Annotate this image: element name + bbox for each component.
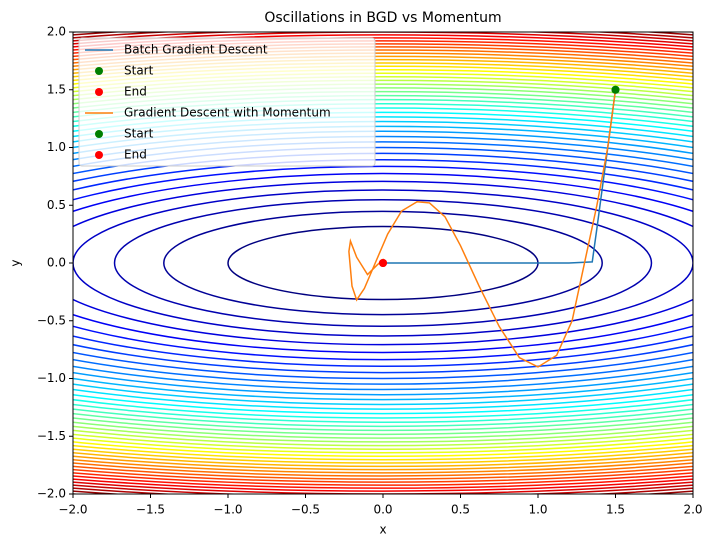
contour-line [73,172,693,354]
contour-line [73,65,693,461]
y-tick-label: 0.0 [47,256,66,270]
y-tick-label: 2.0 [47,25,66,39]
contour-line [73,69,693,457]
legend: Batch Gradient Descent Start End Gradient D… [78,37,376,167]
legend-label: Start [124,64,154,78]
x-tick-label: −0.5 [291,503,320,517]
contour-line [73,111,693,415]
y-tick-label: 1.5 [47,82,66,96]
y-axis-label: y [9,259,23,266]
contour-line [73,58,693,468]
contour-line [73,165,693,361]
legend-label: End [124,148,147,162]
series-layer [348,85,620,368]
y-tick-label: −0.5 [37,313,66,327]
contour-line [73,83,693,443]
contour-line [113,198,653,328]
x-tick-label: 0.5 [451,503,470,517]
contour-line [73,43,693,483]
x-tick-label: −2.0 [58,503,87,517]
contour-line [73,49,693,477]
legend-swatch [95,67,103,75]
contour-line [73,103,693,423]
contour-line [73,146,693,380]
y-tick-label: 1.0 [47,140,66,154]
y-tick-label: −1.0 [37,371,66,385]
contour-line [73,120,693,406]
x-tick-label: −1.0 [213,503,242,517]
y-tick-label: −2.0 [37,487,66,501]
contour-line [73,152,693,374]
contour-line [73,180,693,346]
contour-line [73,40,693,486]
contour-line [73,116,693,410]
y-tick-label: 0.5 [47,198,66,212]
series-line [383,89,617,264]
contour-line [73,52,693,474]
series-point [379,259,387,267]
contour-layer [73,32,693,494]
contour-line [73,62,693,464]
contour-line [73,130,693,396]
contour-line [73,87,693,439]
x-axis-label: x [379,523,386,537]
x-tick-label: 0.0 [373,503,392,517]
series-line [348,89,617,368]
chart-title: Oscillations in BGD vs Momentum [264,10,501,26]
contour-line [73,90,693,436]
contour-line [73,125,693,401]
contour-line [73,34,693,492]
contour-line [73,55,693,471]
series-point [611,85,620,94]
contour-line [73,72,693,454]
legend-swatch [95,130,103,138]
x-tick-label: 1.5 [606,503,625,517]
contour-line [73,46,693,480]
contour-line [73,189,693,337]
legend-label: Gradient Descent with Momentum [124,106,331,120]
x-tick-label: −1.5 [136,503,165,517]
y-tick-label: −1.5 [37,429,66,443]
legend-label: End [124,85,147,99]
contour-line [73,141,693,385]
contour-line [73,37,693,489]
legend-box [78,37,376,167]
legend-swatch [95,151,103,159]
legend-label: Start [124,127,154,141]
x-tick-label: 2.0 [683,503,702,517]
contour-line [73,135,693,391]
contour-line [163,210,603,316]
x-tick-label: 1.0 [528,503,547,517]
legend-swatch [95,88,103,96]
contour-line [73,98,693,428]
contour-line [73,76,693,450]
contour-line [73,107,693,419]
legend-label: Batch Gradient Descent [124,43,268,57]
contour-line [73,94,693,432]
contour-line [73,158,693,368]
contour-line [73,79,693,447]
